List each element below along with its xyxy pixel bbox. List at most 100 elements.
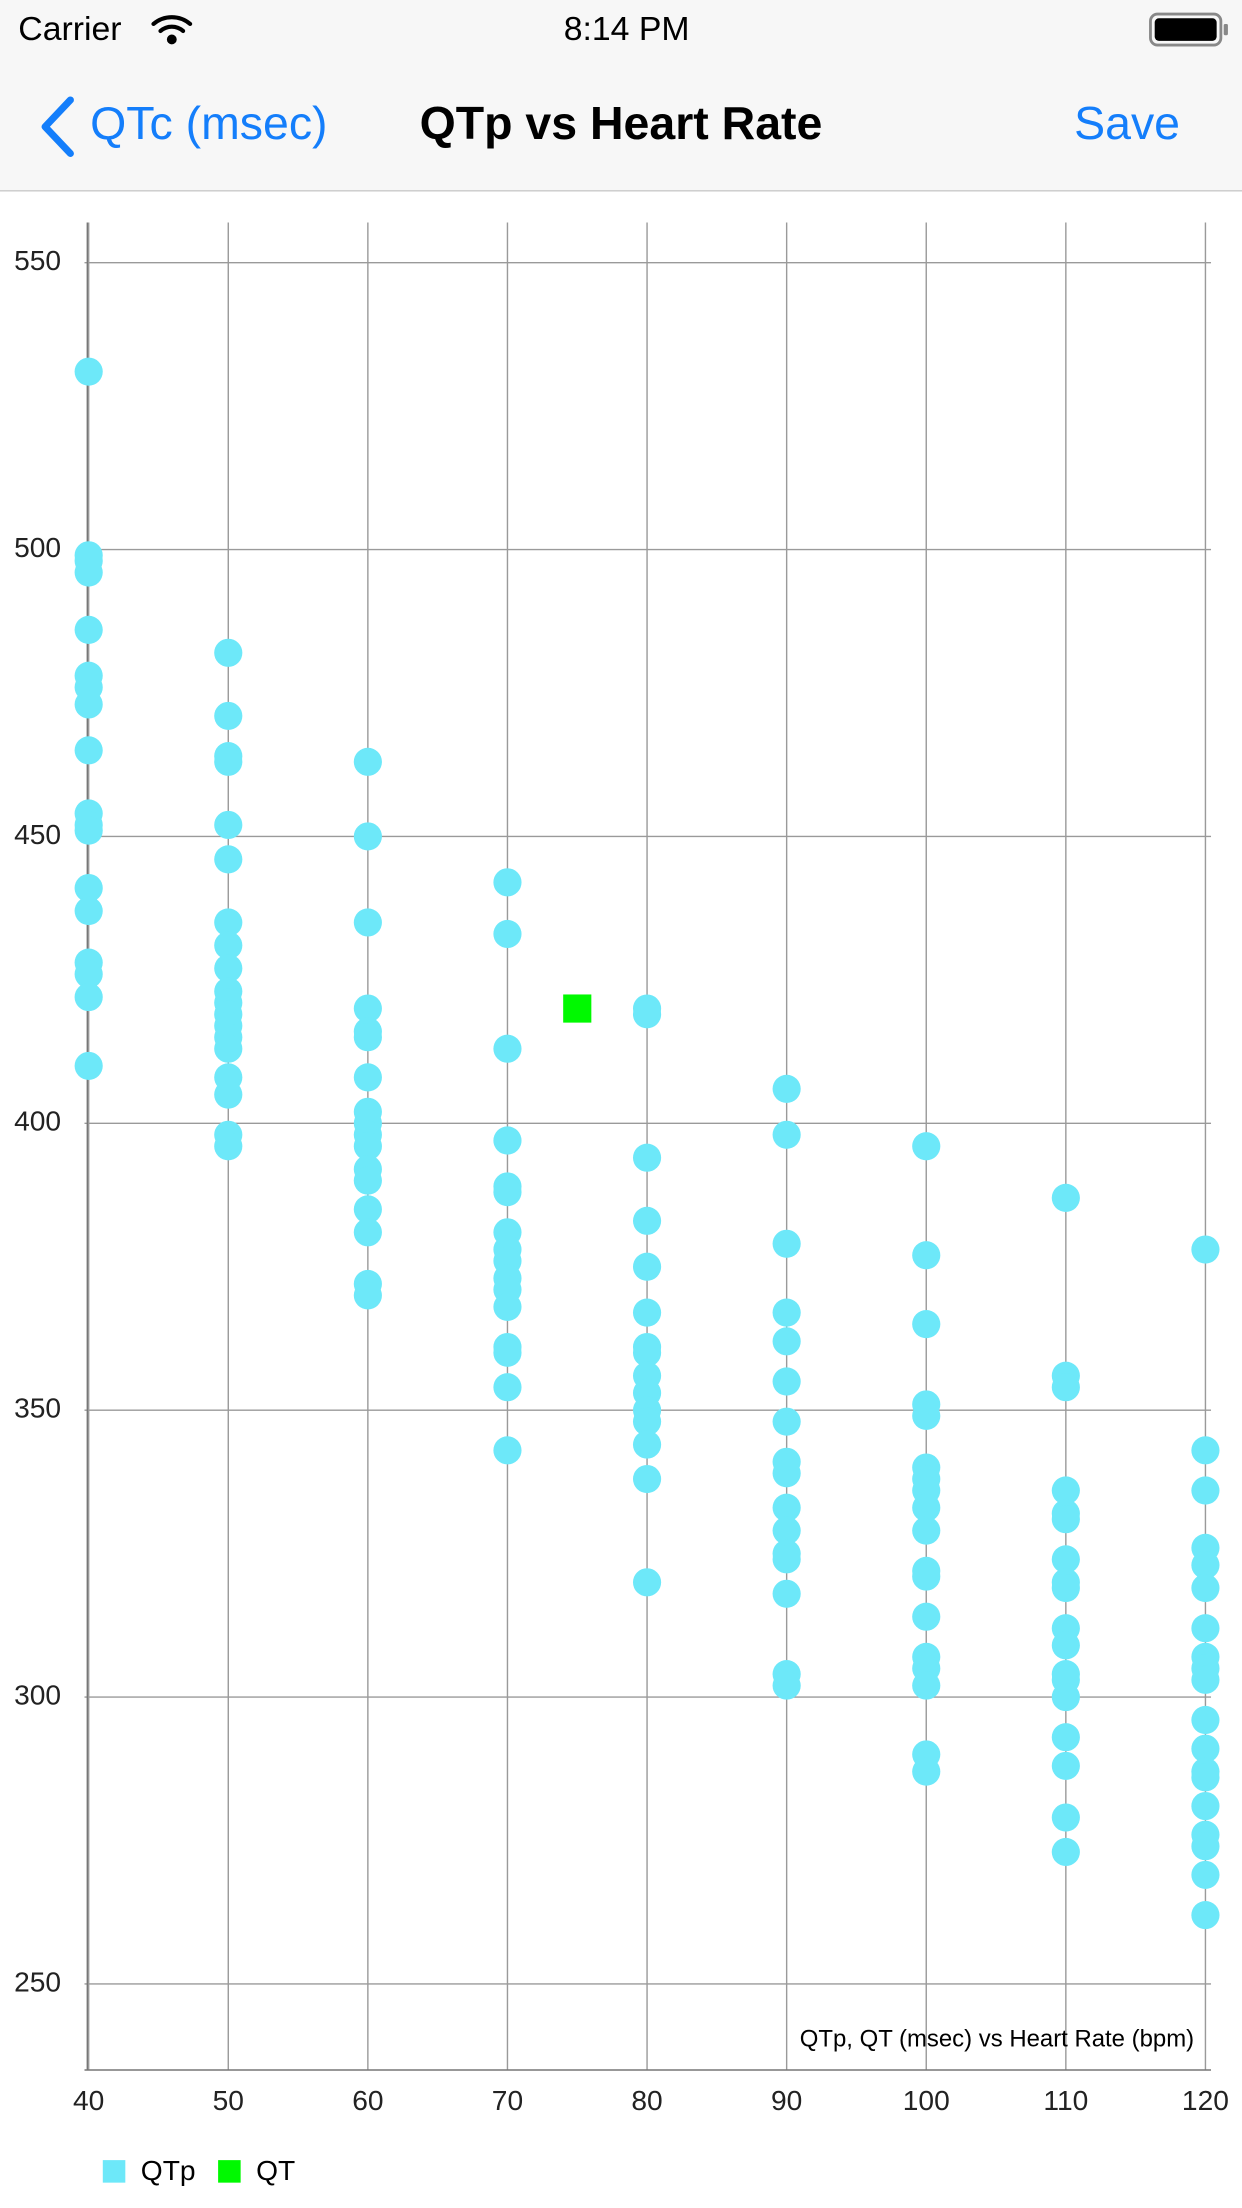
nav-title: QTp vs Heart Rate (420, 97, 823, 149)
y-tick-label: 250 (14, 1966, 61, 1997)
qtp-point (353, 1063, 382, 1092)
qtp-point (1051, 1545, 1080, 1574)
qtp-point (493, 1126, 522, 1155)
y-tick-label: 400 (14, 1106, 61, 1137)
qtp-point (1051, 1723, 1080, 1752)
qtp-point (632, 1206, 662, 1235)
qtp-point (1051, 1631, 1080, 1660)
qtp-point (1191, 1436, 1220, 1465)
qtp-point (493, 1338, 522, 1367)
qtp-point (353, 1166, 382, 1195)
x-tick-label: 90 (771, 2085, 802, 2116)
back-chevron[interactable] (41, 96, 74, 158)
qtp-point (1191, 1614, 1220, 1643)
qtp-point (1191, 1901, 1220, 1930)
carrier: Carrier (18, 10, 121, 48)
legend-label: QT (256, 2155, 295, 2186)
qtp-point (912, 1516, 941, 1545)
qt-point (563, 994, 592, 1023)
qtp-point (493, 1178, 522, 1207)
qtp-point (214, 954, 243, 983)
qtp-point (1191, 1665, 1220, 1694)
qtp-point (214, 1132, 243, 1161)
qtp-point (632, 1568, 662, 1597)
qtp-point (1191, 1235, 1220, 1264)
x-tick-label: 40 (73, 2085, 104, 2116)
qtp-point (1191, 1551, 1220, 1580)
qtp-point (1051, 1373, 1080, 1402)
qtp-point (1191, 1573, 1220, 1603)
x-tick-label: 110 (1043, 2085, 1088, 2116)
qtp-point (493, 1034, 522, 1063)
qtp-point (912, 1241, 941, 1270)
qtp-point (1051, 1682, 1080, 1712)
qtp-point (1191, 1734, 1220, 1763)
qtp-point (1051, 1505, 1080, 1534)
y-tick-label: 550 (14, 245, 61, 276)
qtp-point (214, 810, 243, 840)
legend-swatch (218, 2160, 241, 2183)
qtp-point (1051, 1476, 1080, 1505)
qtp-point (493, 919, 522, 949)
y-tick-label: 500 (14, 532, 61, 563)
back-button[interactable]: QTc (msec) (90, 97, 327, 149)
qtp-point (493, 1436, 522, 1465)
qtp-point (74, 690, 103, 719)
nav-background (0, 0, 1242, 191)
y-tick-label: 300 (14, 1679, 61, 1710)
qtp-point (214, 931, 243, 960)
qtp-point (912, 1310, 941, 1339)
qtp-point (74, 896, 103, 926)
x-tick-label: 70 (492, 2085, 523, 2116)
y-tick-label: 350 (14, 1393, 61, 1424)
qtp-point (1051, 1837, 1080, 1867)
qtp-point (772, 1367, 801, 1396)
legend-label: QTp (141, 2155, 196, 2186)
qtp-point (772, 1407, 801, 1436)
qtp-point (74, 615, 103, 644)
save-button[interactable]: Save (1074, 97, 1180, 149)
qtp-point (772, 1120, 801, 1149)
qtp-point (1191, 1705, 1220, 1735)
qtp-point (912, 1401, 941, 1430)
qtp-point (912, 1562, 941, 1591)
qtp-point (353, 822, 382, 851)
qtp-point (214, 747, 243, 776)
qtp-point (912, 1757, 941, 1786)
annotation: QTp, QT (msec) vs Heart Rate (bpm) (800, 2026, 1194, 2053)
wifi-icon (151, 15, 193, 45)
qtp-point (214, 908, 243, 937)
qtp-point (1191, 1832, 1220, 1861)
x-tick-label: 80 (631, 2085, 662, 2116)
qtp-point (74, 558, 103, 587)
battery-icon (1149, 12, 1228, 47)
qtp-point (353, 747, 382, 776)
qtp-point (74, 1051, 103, 1080)
qtp-point (353, 1218, 382, 1247)
qtp-point (772, 1229, 801, 1258)
qtp-point (74, 982, 103, 1012)
legend-swatch (102, 2160, 126, 2183)
qtp-point (632, 1252, 662, 1281)
qtp-point (214, 1080, 243, 1109)
x-tick-label: 100 (903, 2085, 950, 2116)
qtp-point (772, 1545, 801, 1574)
qtp-point (912, 1671, 941, 1700)
qtp-point (1051, 1751, 1080, 1780)
qtp-point (912, 1493, 941, 1522)
qtp-point (632, 1143, 662, 1172)
qtp-point (912, 1602, 941, 1631)
qtp-point (772, 1671, 801, 1700)
qtp-point (772, 1327, 801, 1356)
qtp-point (74, 816, 103, 845)
qtp-point (74, 736, 103, 765)
qtp-point (1051, 1573, 1080, 1603)
qtp-point (1051, 1183, 1080, 1212)
qtp-point (74, 960, 103, 989)
y-tick-label: 450 (14, 819, 61, 850)
qtp-point (214, 701, 243, 731)
qtp-point (74, 357, 103, 386)
qtp-point (353, 908, 382, 937)
qtp-point (214, 1034, 243, 1063)
